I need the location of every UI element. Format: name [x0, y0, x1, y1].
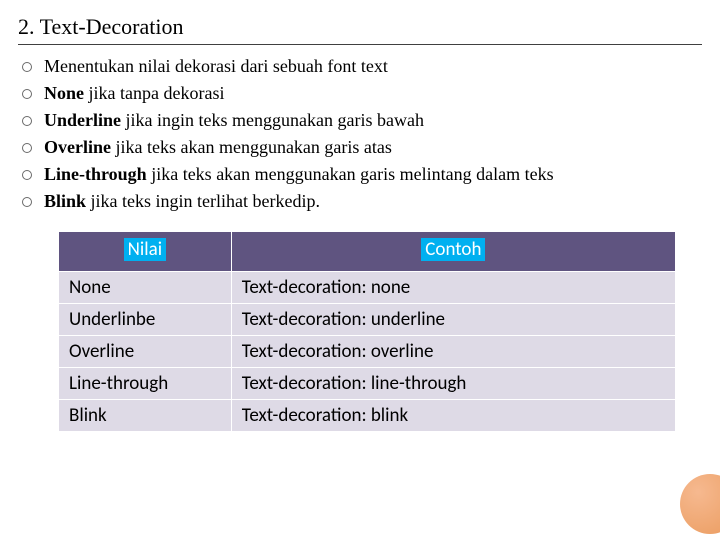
bullet-text: jika ingin teks menggunakan garis bawah — [121, 110, 424, 130]
cell-contoh: Text-decoration: underline — [231, 304, 675, 336]
cell-contoh: Text-decoration: none — [231, 272, 675, 304]
bullet-text: Menentukan nilai dekorasi dari sebuah fo… — [44, 56, 388, 76]
cell-nilai: None — [59, 272, 232, 304]
bullet-bold: Blink — [44, 191, 86, 211]
example-table-wrap: Nilai Contoh None Text-decoration: none … — [58, 231, 676, 432]
cell-nilai: Underlinbe — [59, 304, 232, 336]
cell-contoh: Text-decoration: overline — [231, 336, 675, 368]
header-nilai-text: Nilai — [124, 238, 166, 261]
cell-nilai: Blink — [59, 400, 232, 432]
bullet-bold: Line-through — [44, 164, 147, 184]
cell-contoh: Text-decoration: blink — [231, 400, 675, 432]
bullet-bold: Underline — [44, 110, 121, 130]
header-contoh-text: Contoh — [421, 238, 485, 261]
bullet-text: jika teks akan menggunakan garis melinta… — [147, 164, 554, 184]
list-item: None jika tanpa dekorasi — [18, 80, 720, 107]
list-item: Line-through jika teks akan menggunakan … — [18, 161, 720, 188]
cell-nilai: Line-through — [59, 368, 232, 400]
bullet-list: Menentukan nilai dekorasi dari sebuah fo… — [18, 53, 720, 215]
table-row: Overline Text-decoration: overline — [59, 336, 676, 368]
section-heading: 2. Text-Decoration — [18, 14, 720, 40]
cell-nilai: Overline — [59, 336, 232, 368]
list-item: Blink jika teks ingin terlihat berkedip. — [18, 188, 720, 215]
cell-contoh: Text-decoration: line-through — [231, 368, 675, 400]
bullet-bold: None — [44, 83, 84, 103]
table-row: None Text-decoration: none — [59, 272, 676, 304]
list-item: Overline jika teks akan menggunakan gari… — [18, 134, 720, 161]
list-item: Menentukan nilai dekorasi dari sebuah fo… — [18, 53, 720, 80]
bullet-text: jika teks ingin terlihat berkedip. — [86, 191, 320, 211]
table-header-contoh: Contoh — [231, 232, 675, 272]
bullet-text: jika teks akan menggunakan garis atas — [111, 137, 392, 157]
example-table: Nilai Contoh None Text-decoration: none … — [58, 231, 676, 432]
table-row: Blink Text-decoration: blink — [59, 400, 676, 432]
table-header-nilai: Nilai — [59, 232, 232, 272]
accent-circle-icon — [680, 474, 720, 534]
table-row: Underlinbe Text-decoration: underline — [59, 304, 676, 336]
heading-rule — [18, 44, 702, 45]
bullet-text: jika tanpa dekorasi — [84, 83, 224, 103]
bullet-bold: Overline — [44, 137, 111, 157]
table-row: Line-through Text-decoration: line-throu… — [59, 368, 676, 400]
list-item: Underline jika ingin teks menggunakan ga… — [18, 107, 720, 134]
